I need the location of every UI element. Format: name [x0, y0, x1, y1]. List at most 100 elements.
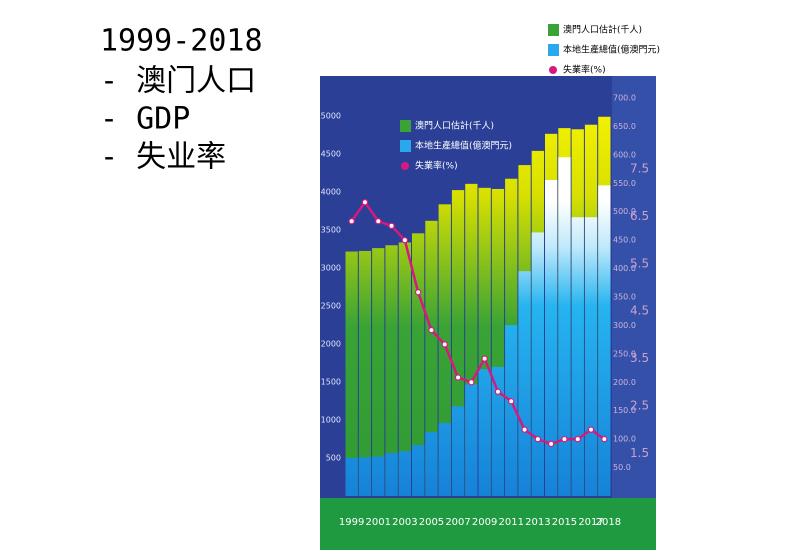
y-tick-label: 1500 [321, 378, 341, 387]
y2-tick-label: 500.0 [613, 207, 636, 216]
legend-swatch [401, 162, 409, 170]
bar [571, 217, 584, 496]
bar [412, 445, 425, 496]
legend-swatch [548, 24, 559, 36]
slide-line: - GDP [100, 102, 190, 137]
legend-swatch [400, 120, 411, 132]
point [601, 435, 608, 443]
point [414, 289, 422, 296]
legend-label: 澳門人口估計(千人) [415, 120, 494, 132]
bar [598, 185, 611, 496]
legend-label: 失業率(%) [415, 160, 458, 172]
y2-tick-label: 550.0 [613, 179, 636, 188]
bar [558, 157, 571, 497]
bar [425, 432, 438, 496]
y3-tick-label: 4.5 [630, 304, 649, 318]
x-tick-label: 2011 [499, 517, 524, 528]
y2-tick-label: 600.0 [613, 150, 636, 159]
bar [518, 271, 531, 496]
point [401, 236, 409, 244]
point [388, 222, 395, 230]
legend-swatch [400, 140, 411, 152]
legend-swatch [548, 44, 559, 56]
point [441, 341, 448, 348]
point [375, 217, 382, 225]
x-axis-band [320, 498, 656, 550]
point [494, 388, 502, 395]
y3-tick-label: 3.5 [630, 351, 649, 365]
slide-line: - 失业率 [100, 140, 226, 175]
y-tick-label: 3500 [321, 226, 341, 235]
point [361, 199, 369, 206]
axis-strip [612, 76, 656, 498]
x-tick-label: 1999 [339, 517, 364, 528]
bar [451, 406, 465, 496]
y2-tick-label: 250.0 [613, 349, 636, 358]
point [547, 440, 555, 448]
legend-label: 本地生產總值(億澳門元) [563, 44, 660, 56]
point [574, 435, 581, 443]
bar [372, 456, 385, 496]
x-tick-label: 2015 [552, 517, 577, 528]
x-tick-label: 2007 [445, 517, 470, 528]
x-tick-label: 2005 [419, 517, 444, 528]
slide-line: 1999-2018 [100, 24, 263, 59]
bar [505, 325, 518, 496]
y2-tick-label: 450.0 [613, 236, 636, 245]
y3-tick-label: 2.5 [630, 398, 649, 412]
point [521, 426, 528, 433]
y2-tick-label: 200.0 [613, 378, 636, 387]
bar [372, 248, 385, 496]
y2-tick-label: 700.0 [613, 94, 636, 103]
point [454, 374, 462, 381]
y3-tick-label: 6.5 [630, 209, 649, 223]
y-tick-label: 1000 [321, 416, 341, 425]
x-tick-label: 2009 [472, 517, 497, 528]
bar [465, 384, 478, 496]
bar [438, 423, 451, 496]
x-tick-label: 2013 [525, 517, 550, 528]
y-tick-label: 2000 [321, 340, 341, 349]
bar [491, 366, 505, 496]
bar [584, 217, 598, 496]
bar [398, 242, 411, 496]
point [481, 355, 488, 362]
point [534, 435, 542, 443]
point [348, 217, 355, 225]
y2-tick-label: 400.0 [613, 264, 636, 273]
bar [358, 250, 372, 496]
x-tick-label: 2001 [366, 517, 391, 528]
bar [478, 369, 491, 496]
y-tick-label: 5000 [321, 112, 341, 121]
bar [345, 251, 358, 496]
y2-tick-label: 100.0 [613, 435, 636, 444]
legend-label: 澳門人口估計(千人) [563, 24, 642, 36]
y2-tick-label: 650.0 [613, 122, 636, 131]
point [468, 379, 475, 386]
bar [425, 220, 438, 496]
bar [398, 451, 411, 496]
point [428, 326, 435, 334]
legend-swatch [549, 66, 557, 74]
bar [438, 204, 451, 496]
legend-label: 失業率(%) [563, 64, 606, 76]
y-tick-label: 4000 [321, 188, 341, 197]
slide-line: - 澳门人口 [100, 64, 256, 99]
bar [385, 245, 398, 496]
y3-tick-label: 7.5 [630, 162, 649, 176]
y-tick-label: 4500 [321, 150, 341, 159]
point [561, 435, 568, 443]
y-tick-label: 2500 [321, 302, 341, 311]
point [508, 398, 515, 405]
bar [545, 180, 558, 497]
point [587, 426, 595, 433]
y2-tick-label: 50.0 [613, 463, 631, 472]
bar [358, 457, 372, 496]
legend-label: 本地生產總值(億澳門元) [415, 140, 512, 152]
y2-tick-label: 150.0 [613, 406, 636, 415]
y-tick-label: 3000 [321, 264, 341, 273]
x-tick-label: 2003 [392, 517, 417, 528]
y3-tick-label: 1.5 [630, 446, 649, 460]
bar [385, 453, 398, 496]
